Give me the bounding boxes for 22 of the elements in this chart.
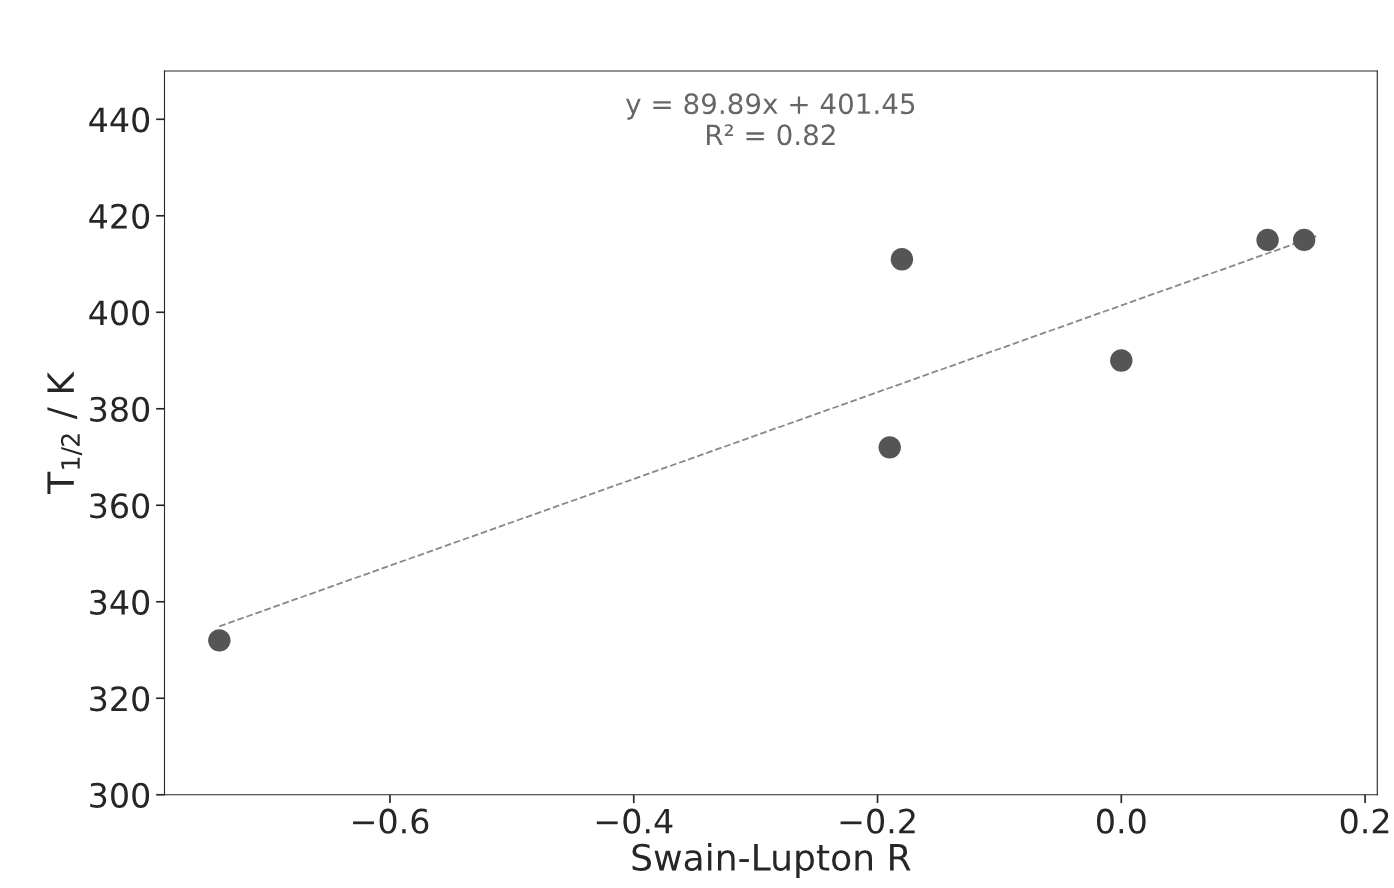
x-tick-label: −0.6 [353,808,429,834]
y-tick-label: 340 [90,589,150,615]
point [878,436,901,459]
y-tick-label: 360 [90,493,150,519]
y-tick-label: 300 [90,782,150,808]
x-tick-label: 0.0 [1097,808,1146,834]
y-tick-label: 400 [89,300,150,326]
point [1110,349,1133,372]
point [1292,228,1316,252]
y-tick-label: 440 [89,107,150,133]
point [1256,228,1279,252]
annotation: y = 89.89x + 401.45 R² = 0.82 [625,93,915,146]
x-tick-label: −0.4 [596,808,673,834]
point [890,248,914,271]
x-axis-title: Swain-Lupton R [632,842,911,878]
point [208,629,231,652]
y-axis-title: T$_{1/2}$ / K [47,371,83,495]
x-tick-label: 0.2 [1340,808,1389,834]
x-tick-label: −0.2 [840,808,915,834]
y-tick-label: 320 [90,686,150,712]
y-tick-label: 420 [89,203,150,229]
y-tick-label: 380 [90,396,150,422]
